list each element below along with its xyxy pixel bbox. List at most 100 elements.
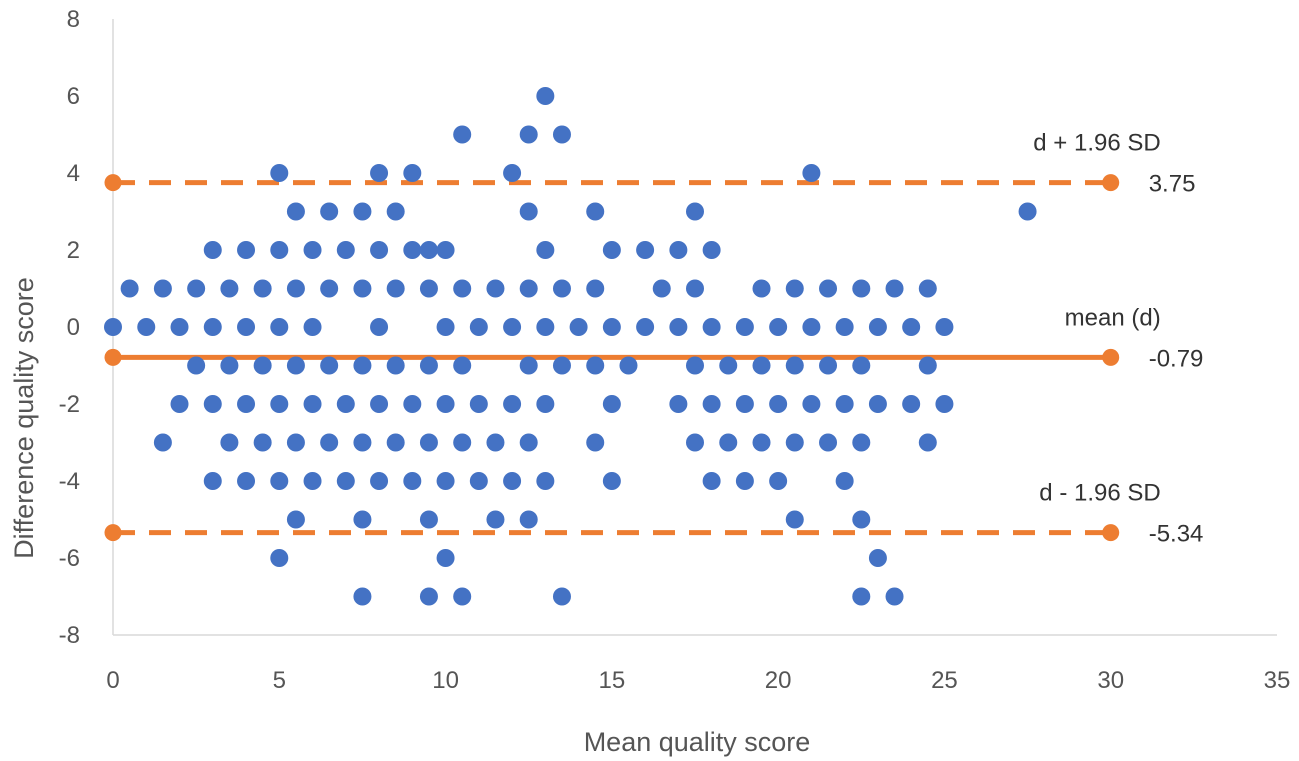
reference-lines: 3.75 d + 1.96 SD -0.79 mean (d) -5.34 d - 1.9…	[104, 130, 1204, 548]
data-point	[902, 318, 921, 336]
x-tick-label: 10	[432, 667, 459, 694]
data-point	[436, 241, 455, 259]
data-point	[353, 279, 372, 298]
data-point	[353, 510, 372, 529]
data-point	[536, 318, 555, 336]
data-point	[303, 395, 322, 413]
data-point	[669, 241, 688, 259]
data-point	[237, 318, 256, 336]
data-point	[503, 395, 522, 413]
data-point	[702, 241, 721, 259]
data-point	[602, 318, 621, 336]
data-point	[735, 395, 754, 413]
data-point	[419, 433, 438, 452]
y-tick-label: -2	[59, 391, 80, 418]
data-point	[835, 395, 854, 413]
data-point	[686, 202, 704, 221]
x-tick-label: 0	[106, 667, 119, 694]
reference-line-start-marker	[104, 524, 122, 542]
axes: -8 -6 -4 -2 0 2 4 6 8 0 5 10 15 20 25 30 35	[59, 6, 1291, 694]
data-point	[436, 318, 455, 336]
data-point	[935, 395, 954, 413]
y-tick-label: -8	[59, 622, 80, 649]
y-tick-label: -6	[59, 545, 80, 572]
data-point	[303, 241, 322, 259]
data-point	[153, 433, 172, 452]
data-point	[785, 356, 804, 375]
data-point	[386, 279, 405, 298]
data-point	[286, 510, 305, 529]
x-tick-label: 30	[1097, 667, 1124, 694]
data-point	[819, 433, 838, 452]
data-point	[785, 279, 804, 298]
data-point	[686, 433, 704, 452]
data-point	[370, 164, 389, 182]
data-point	[386, 433, 405, 452]
data-point	[819, 279, 838, 298]
data-point	[852, 510, 871, 529]
reference-line-end-marker	[1102, 524, 1120, 542]
y-tick-label: -4	[59, 468, 80, 495]
data-point	[519, 202, 538, 221]
data-point	[203, 472, 222, 490]
x-tick-label: 20	[765, 667, 792, 694]
y-tick-label: 2	[67, 237, 80, 264]
data-point	[237, 472, 256, 490]
data-point	[503, 164, 522, 182]
data-point	[203, 318, 222, 336]
data-point	[370, 472, 389, 490]
data-point	[503, 472, 522, 490]
data-point	[486, 510, 505, 529]
chart-labels: Mean quality score Difference quality sc…	[9, 277, 810, 757]
x-tick-label: 15	[599, 667, 626, 694]
data-point	[669, 318, 688, 336]
data-point	[785, 433, 804, 452]
data-point	[602, 472, 621, 490]
reference-line-value: -0.79	[1149, 345, 1204, 372]
data-point	[686, 279, 704, 298]
x-tick-label: 5	[273, 667, 286, 694]
data-point	[403, 472, 422, 490]
data-point	[253, 279, 272, 298]
data-point	[270, 549, 289, 567]
data-point	[187, 356, 206, 375]
data-point	[270, 164, 289, 182]
data-point	[586, 202, 605, 221]
data-point	[353, 356, 372, 375]
data-point	[503, 318, 522, 336]
data-point	[303, 472, 322, 490]
data-point	[536, 87, 555, 105]
data-point	[469, 395, 488, 413]
data-point	[436, 395, 455, 413]
data-point	[320, 279, 339, 298]
data-point	[652, 279, 671, 298]
data-point	[519, 279, 538, 298]
data-point	[935, 318, 954, 336]
data-point	[419, 356, 438, 375]
data-point	[453, 125, 472, 144]
data-point	[636, 318, 655, 336]
data-point	[885, 279, 904, 298]
data-point	[769, 318, 788, 336]
data-point	[336, 395, 355, 413]
data-point	[752, 356, 771, 375]
data-point	[386, 356, 405, 375]
data-point	[868, 549, 887, 567]
data-point	[469, 472, 488, 490]
data-point	[320, 202, 339, 221]
data-point	[802, 395, 821, 413]
data-point	[419, 510, 438, 529]
data-point	[419, 241, 438, 259]
data-point	[719, 356, 738, 375]
data-point	[237, 395, 256, 413]
data-point	[835, 472, 854, 490]
data-point	[785, 510, 804, 529]
data-point	[669, 395, 688, 413]
x-tick-label: 25	[931, 667, 958, 694]
data-point	[852, 356, 871, 375]
data-point	[802, 318, 821, 336]
data-point	[686, 356, 704, 375]
data-point	[552, 587, 571, 606]
data-point	[253, 433, 272, 452]
reference-line-value: -5.34	[1149, 521, 1204, 548]
